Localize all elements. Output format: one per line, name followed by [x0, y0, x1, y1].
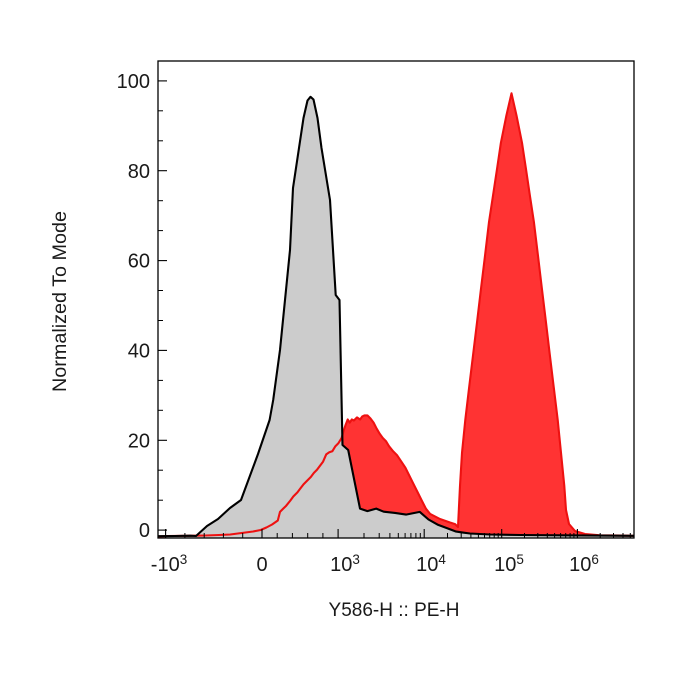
svg-text:80: 80: [128, 161, 150, 183]
svg-text:0: 0: [256, 554, 267, 576]
svg-text:Y586-H :: PE-H: Y586-H :: PE-H: [329, 600, 460, 621]
svg-text:Normalized To Mode: Normalized To Mode: [49, 211, 71, 392]
svg-text:0: 0: [139, 520, 150, 542]
svg-text:105: 105: [494, 552, 524, 576]
svg-text:20: 20: [128, 430, 150, 452]
svg-text:40: 40: [128, 340, 150, 362]
svg-text:-103: -103: [151, 552, 187, 576]
svg-text:60: 60: [128, 251, 150, 273]
svg-text:106: 106: [569, 552, 599, 576]
svg-text:100: 100: [117, 71, 150, 93]
svg-text:104: 104: [416, 552, 446, 576]
svg-text:103: 103: [330, 552, 360, 576]
